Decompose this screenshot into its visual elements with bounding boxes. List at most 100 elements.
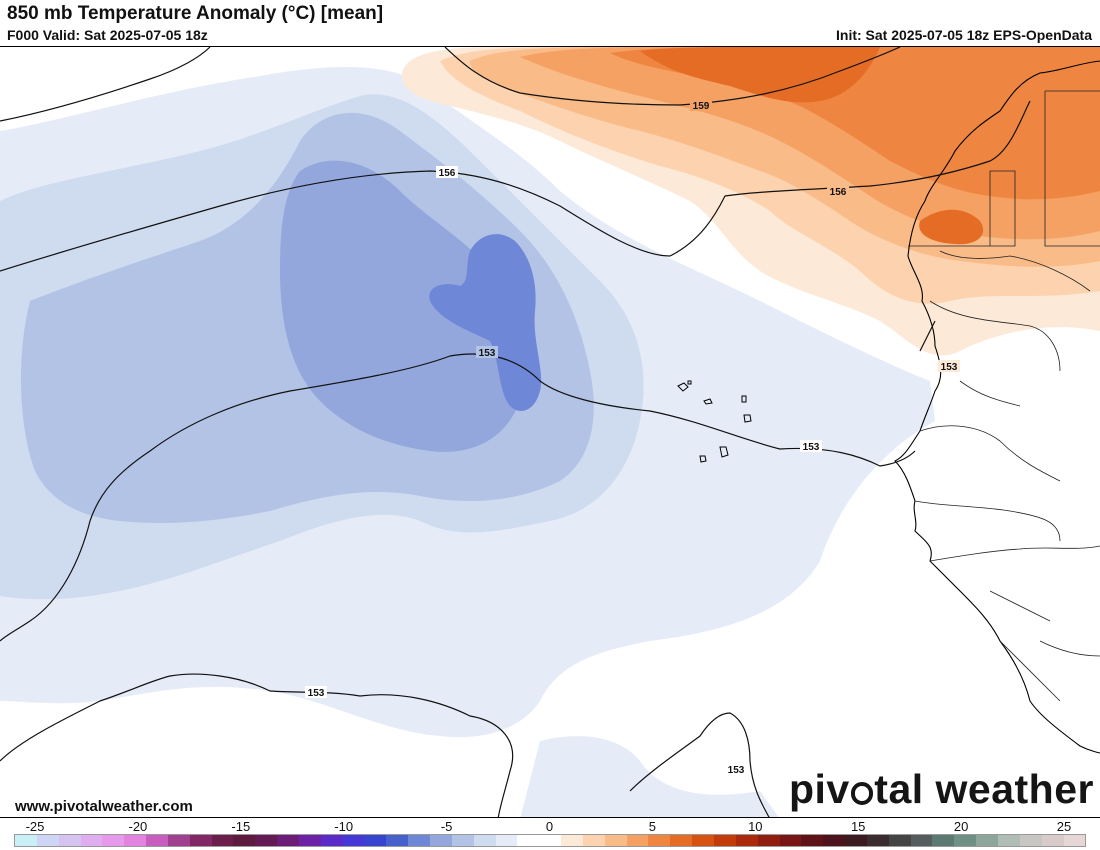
contour-label-159-bg — [690, 99, 712, 111]
legend-tick-label: -25 — [25, 819, 45, 834]
init-time: Init: Sat 2025-07-05 18z EPS-OpenData — [836, 27, 1092, 43]
legend-swatch — [80, 835, 103, 846]
contour-label-159: 159 — [693, 101, 710, 112]
legend-tick-label: 20 — [953, 819, 969, 834]
legend-swatch — [386, 835, 409, 846]
legend-tick-label: -15 — [231, 819, 251, 834]
cape-verde-islands — [677, 380, 752, 463]
header: 850 mb Temperature Anomaly (°C) [mean] F… — [0, 0, 1100, 46]
legend-swatch — [735, 835, 758, 846]
cool-anomaly-light-south — [520, 736, 779, 817]
valid-time: F000 Valid: Sat 2025-07-05 18z — [7, 27, 208, 43]
legend-tick-label: 10 — [748, 819, 763, 834]
contour-label-153-a-bg — [476, 346, 498, 358]
legend-swatch — [1063, 835, 1086, 846]
legend-swatch — [15, 835, 37, 846]
contour-label-153-c-bg — [938, 360, 960, 372]
legend-swatch — [845, 835, 867, 846]
legend-swatch — [626, 835, 649, 846]
africa-coastline — [894, 60, 1100, 754]
contour-label-153-b-bg — [800, 440, 822, 452]
contour-label-156-b: 156 — [830, 187, 847, 198]
legend-swatch — [473, 835, 496, 846]
legend-swatch — [146, 835, 168, 846]
website-link[interactable]: www.pivotalweather.com — [15, 798, 193, 815]
legend-swatch — [910, 835, 933, 846]
legend-swatch — [517, 835, 540, 846]
legend-swatch — [888, 835, 911, 846]
legend-swatch — [1041, 835, 1064, 846]
map-title: 850 mb Temperature Anomaly (°C) [mean] — [7, 3, 384, 24]
legend-swatch — [211, 835, 234, 846]
contour-153-southwest — [0, 520, 91, 642]
legend-tick-label: 25 — [1056, 819, 1072, 834]
warm-anomaly-hottest — [640, 47, 880, 103]
brand-text-start: piv — [789, 766, 850, 812]
contour-label-153-e-bg — [725, 763, 747, 775]
contour-label-156-a: 156 — [439, 168, 456, 179]
legend-swatch — [801, 835, 824, 846]
legend-tick-label: -5 — [440, 819, 453, 834]
legend-swatch — [167, 835, 190, 846]
legend-swatch — [604, 835, 627, 846]
legend-swatch — [866, 835, 889, 846]
contour-label-153-e: 153 — [728, 765, 745, 776]
legend-swatch — [102, 835, 125, 846]
country-borders — [908, 90, 1100, 702]
legend-swatch — [124, 835, 147, 846]
legend-swatch — [342, 835, 365, 846]
contour-label-156-a-bg — [436, 166, 458, 178]
contour-159 — [444, 47, 901, 106]
warm-anomaly-hot-spot — [919, 209, 984, 245]
legend-swatch — [408, 835, 431, 846]
legend-swatch — [757, 835, 780, 846]
legend-swatch — [976, 835, 998, 846]
legend-swatch — [320, 835, 343, 846]
legend-swatch — [255, 835, 278, 846]
legend-tick-label: -20 — [128, 819, 148, 834]
legend-swatch — [823, 835, 846, 846]
legend-tick-label: -10 — [334, 819, 354, 834]
map-panel[interactable]: 159 156 156 153 153 153 153 153 — [0, 46, 1100, 818]
brand-logo: piv tal weather — [789, 766, 1094, 813]
legend-swatch — [692, 835, 714, 846]
legend-swatch — [36, 835, 59, 846]
legend-swatch — [997, 835, 1020, 846]
legend-swatch — [932, 835, 955, 846]
legend-swatch — [561, 835, 583, 846]
contour-153-north — [919, 320, 936, 352]
contour-label-153-a: 153 — [479, 348, 496, 359]
contour-label-153-c: 153 — [941, 362, 958, 373]
contour-label-153-d-bg — [305, 686, 327, 698]
legend-swatch — [189, 835, 212, 846]
legend-swatch — [714, 835, 736, 846]
legend-swatch — [233, 835, 256, 846]
legend-swatch — [954, 835, 977, 846]
legend-ticks: -25 -20 -15 -10 -5 0 5 10 15 20 25 — [0, 819, 1100, 834]
logo-gear-icon — [850, 782, 874, 805]
legend-swatch — [58, 835, 81, 846]
contour-153-southeast — [629, 712, 770, 817]
legend-swatch — [648, 835, 671, 846]
legend-swatch — [670, 835, 693, 846]
legend-swatch — [779, 835, 802, 846]
cool-anomaly-stronger — [280, 160, 524, 452]
warm-anomaly-hot — [610, 47, 1100, 200]
contour-153-main — [89, 353, 916, 522]
brand-text-end: tal weather — [874, 766, 1094, 812]
legend-swatch — [582, 835, 605, 846]
legend-swatch — [364, 835, 387, 846]
legend-swatch — [1019, 835, 1042, 846]
legend-swatch — [430, 835, 452, 846]
legend-swatch — [495, 835, 518, 846]
legend-tick-label: 0 — [545, 819, 554, 834]
contour-label-156-b-bg — [827, 185, 849, 197]
contour-label-153-b: 153 — [803, 442, 820, 453]
legend-tick-label: 15 — [850, 819, 866, 834]
contour-156-nw — [0, 47, 211, 122]
contour-label-153-d: 153 — [308, 688, 325, 699]
legend-swatch — [277, 835, 299, 846]
legend-tick-label: 5 — [648, 819, 657, 834]
legend-swatch — [539, 835, 562, 846]
legend-swatch — [451, 835, 474, 846]
